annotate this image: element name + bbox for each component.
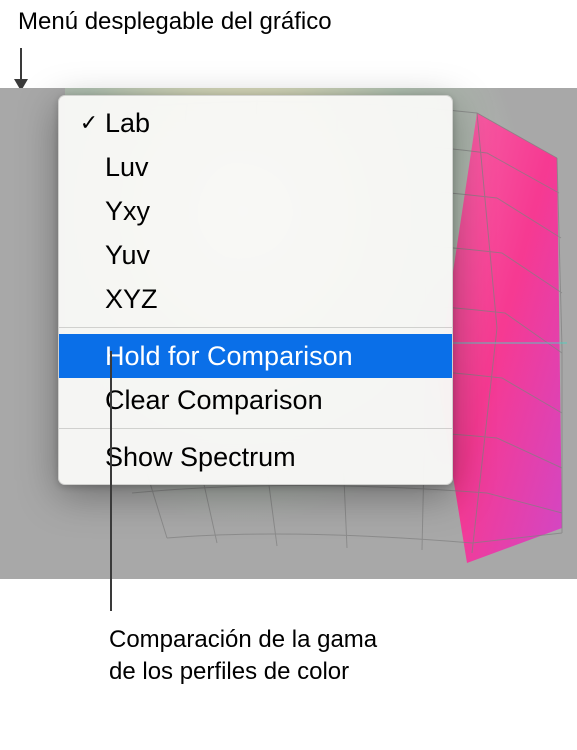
menu-item-label: Hold for Comparison (103, 341, 353, 372)
menu-item-label: Yxy (103, 196, 150, 227)
annotation-bottom-line1: Comparación de la gama (109, 624, 489, 656)
menu-separator (59, 327, 452, 328)
checkmark-icon: ✓ (75, 110, 103, 136)
annotation-bottom-label: Comparación de la gama de los perfiles d… (109, 592, 489, 689)
annotation-callout-line (110, 351, 112, 611)
menu-item-xyz[interactable]: XYZ (59, 277, 452, 321)
menu-item-show-spectrum[interactable]: Show Spectrum (59, 435, 452, 479)
annotation-bottom-callout: Comparación de la gama de los perfiles d… (109, 592, 489, 689)
menu-item-label: Yuv (103, 240, 150, 271)
menu-item-label: Lab (103, 108, 150, 139)
menu-item-label: Show Spectrum (103, 442, 296, 473)
chart-dropdown-menu: ✓ Lab Luv Yxy Yuv XYZ Hold for Compariso… (58, 95, 453, 485)
menu-item-label: Luv (103, 152, 149, 183)
annotation-top-label: Menú desplegable del gráfico (18, 8, 332, 36)
menu-item-lab[interactable]: ✓ Lab (59, 101, 452, 145)
menu-separator (59, 428, 452, 429)
menu-item-yxy[interactable]: Yxy (59, 189, 452, 233)
annotation-arrow-down (20, 48, 22, 90)
menu-item-clear-comparison[interactable]: Clear Comparison (59, 378, 452, 422)
menu-item-label: Clear Comparison (103, 385, 323, 416)
menu-item-hold-comparison[interactable]: Hold for Comparison (59, 334, 452, 378)
annotation-bottom-line2: de los perfiles de color (109, 656, 489, 688)
menu-item-yuv[interactable]: Yuv (59, 233, 452, 277)
menu-item-label: XYZ (103, 284, 158, 315)
menu-item-luv[interactable]: Luv (59, 145, 452, 189)
